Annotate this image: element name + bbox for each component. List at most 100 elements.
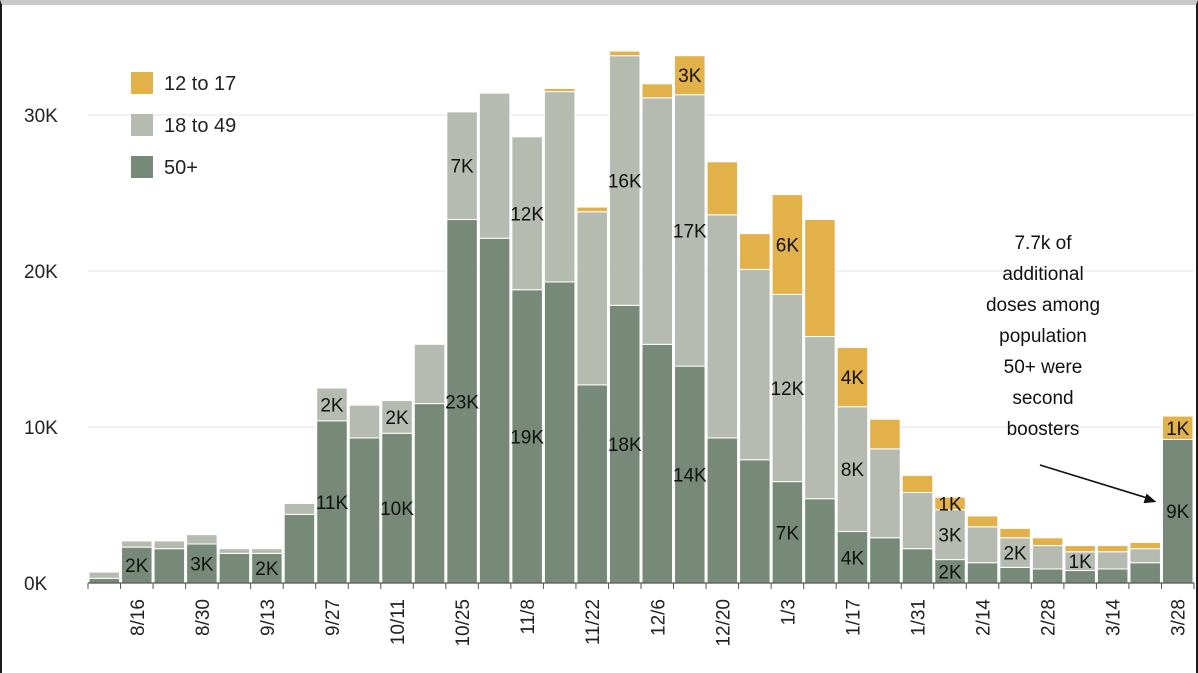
bar-segment: [121, 540, 153, 548]
bar-segment: [901, 492, 934, 550]
bar-segment: [999, 566, 1031, 584]
bar-segment: [1161, 438, 1194, 584]
bar-segment: [739, 459, 771, 584]
bar-segment: [543, 91, 576, 283]
bar-segment: [1031, 545, 1064, 570]
data-label: 3K: [938, 526, 962, 547]
bar-segment: [869, 537, 901, 584]
stacked-bar-chart: 2K 3K 2K 2K 11K 2K 10K 7K 23K 12K 19K 16K 18K 3K 17K 14…: [24, 50, 1195, 647]
x-tick-label: 11/8: [518, 599, 539, 635]
x-tick-label: 8/30: [193, 599, 214, 636]
legend-swatch: [131, 114, 153, 136]
legend-label: 12 to 17: [164, 73, 236, 95]
x-tick-label: 3/14: [1104, 599, 1125, 636]
x-axis: 8/16 8/30 9/13 9/27 10/11 10/25 11/8 11/22 12/6 1…: [87, 582, 1195, 647]
bar-segment: [836, 406, 869, 533]
bar-segment: [901, 474, 934, 494]
bars: [88, 50, 1194, 584]
bar-segment: [1096, 545, 1129, 553]
bar-segment: [608, 55, 641, 306]
bar-segment: [121, 546, 153, 584]
data-label: 12K: [770, 379, 804, 400]
bar-segment: [771, 194, 804, 295]
bar-segment: [218, 552, 251, 584]
data-label: 1K: [938, 494, 962, 515]
bar-segment: [641, 83, 674, 99]
x-tick-label: 2/14: [974, 599, 995, 636]
annotation-text: 7.7k of additional doses among population 50…: [986, 233, 1100, 440]
bar-segment: [1064, 545, 1096, 553]
data-label: 4K: [841, 548, 865, 569]
annotation-line: boosters: [1007, 419, 1080, 440]
bar-segment: [934, 509, 966, 561]
bar-segment: [478, 92, 511, 239]
data-label: 1K: [1069, 552, 1093, 573]
data-label: 6K: [776, 235, 800, 256]
bar-segment: [511, 136, 543, 291]
bar-segment: [283, 513, 316, 584]
data-label: 2K: [320, 395, 344, 416]
data-label: 4K: [841, 368, 865, 389]
annotation-line: 7.7k of: [1014, 233, 1072, 254]
x-tick-label: 10/25: [453, 599, 474, 647]
bar-segment: [1096, 551, 1129, 570]
annotation-arrow: [1039, 464, 1151, 500]
bar-segment: [576, 206, 608, 213]
bar-segment: [706, 161, 739, 216]
x-tick-label: 9/13: [258, 599, 279, 636]
legend: 12 to 17 18 to 49 50+: [131, 72, 236, 179]
y-tick-label: 0K: [24, 574, 48, 595]
bar-segment: [804, 336, 836, 500]
data-label: 11K: [316, 493, 349, 514]
bar-segment: [413, 343, 446, 405]
data-label: 16K: [608, 172, 642, 193]
bar-segment: [88, 571, 121, 579]
annotation-line: doses among: [986, 295, 1100, 316]
x-tick-label: 8/16: [128, 599, 149, 636]
bar-segment: [771, 481, 804, 584]
bar-segment: [608, 304, 641, 584]
x-tick-label: 2/28: [1039, 599, 1060, 636]
data-label: 18K: [608, 435, 642, 456]
bar-segment: [1129, 562, 1161, 584]
bar-segment: [381, 432, 413, 584]
bar-segment: [966, 526, 999, 564]
data-label: 2K: [385, 408, 409, 429]
data-label: 12K: [510, 204, 544, 225]
data-label: 7K: [776, 523, 800, 544]
bar-segment: [1161, 415, 1194, 440]
legend-swatch: [131, 72, 153, 94]
bar-segment: [88, 577, 121, 584]
legend-label: 18 to 49: [164, 115, 236, 137]
data-label: 2K: [1003, 544, 1027, 565]
bar-segment: [1031, 568, 1064, 584]
bar-segment: [348, 404, 381, 439]
bar-segment: [608, 50, 641, 57]
x-tick-label: 1/3: [778, 599, 799, 625]
bar-segment: [999, 527, 1031, 539]
bar-segment: [478, 237, 511, 584]
x-tick-label: 3/28: [1169, 599, 1190, 636]
bar-segment: [869, 448, 901, 539]
bar-segment: [576, 211, 608, 386]
bar-segment: [543, 87, 576, 93]
data-label: 2K: [125, 556, 149, 577]
bar-segment: [316, 420, 348, 584]
bar-segment: [543, 281, 576, 584]
bar-segment: [934, 496, 966, 511]
bar-segment: [1129, 541, 1161, 550]
data-label: 14K: [673, 466, 707, 487]
bar-segment: [153, 540, 186, 550]
bar-segment: [1096, 568, 1129, 584]
data-label: 8K: [841, 460, 865, 481]
bar-segment: [966, 562, 999, 584]
bar-segment: [674, 94, 706, 367]
bar-segment: [316, 387, 348, 422]
x-tick-label: 1/17: [843, 599, 864, 636]
y-axis: 0K 10K 20K 30K: [24, 106, 58, 595]
data-label: 3K: [678, 66, 702, 87]
bar-labels: 2K 3K 2K 2K 11K 2K 10K 7K 23K 12K 19K 16K 18K 3K 17K 14…: [125, 66, 1190, 583]
bar-segment: [381, 399, 413, 434]
annotation-line: population: [999, 326, 1087, 347]
